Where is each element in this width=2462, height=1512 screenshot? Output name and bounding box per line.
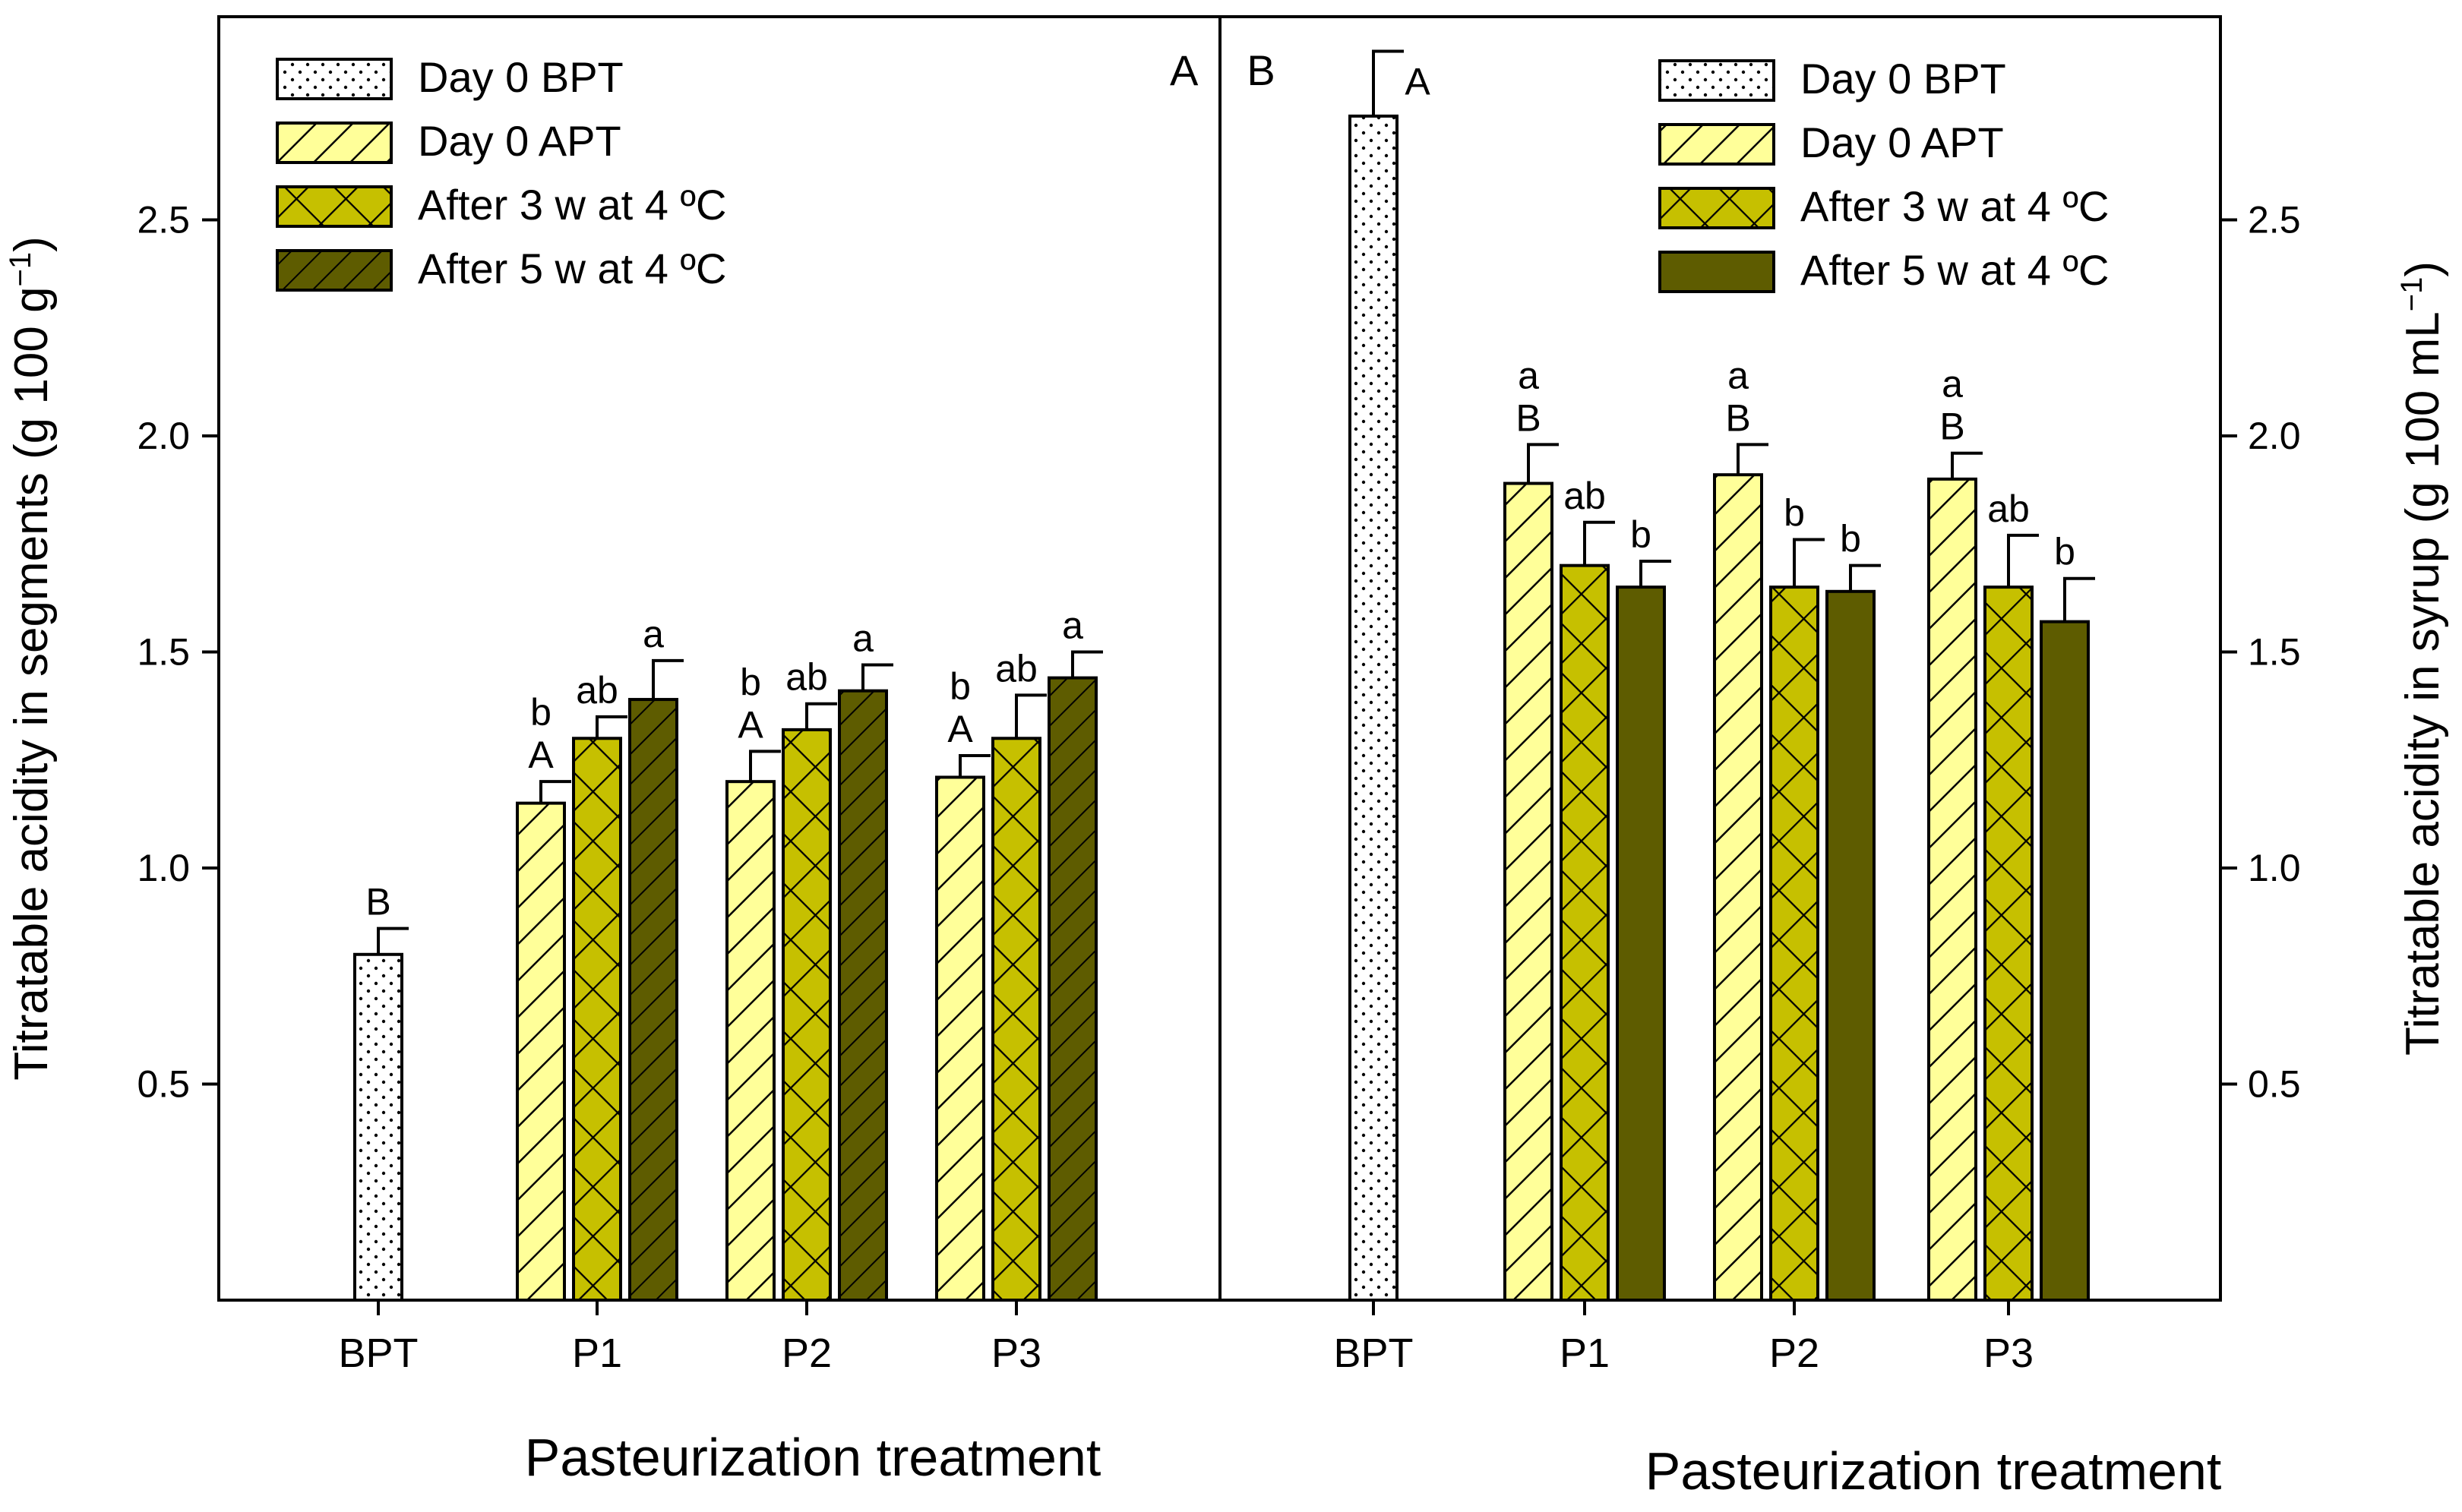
legend-swatch — [276, 185, 393, 228]
x-axis-title: Pasteurization treatment — [525, 1428, 1101, 1487]
significance-label: b — [1784, 492, 1805, 535]
bar — [353, 952, 403, 1302]
legend-entry: After 5 w at 4 ºC — [418, 245, 726, 292]
y-tick-label: 1.0 — [2248, 847, 2301, 889]
legend-entry: Day 0 APT — [1800, 118, 2004, 166]
x-tick-label: P1 — [1560, 1330, 1610, 1376]
significance-label: A — [1405, 60, 1430, 103]
significance-label: A — [738, 703, 763, 746]
x-tick-label: P3 — [991, 1330, 1041, 1376]
y-tick-label: 2.0 — [137, 415, 190, 457]
significance-label: ab — [785, 656, 828, 699]
y-tick-label: 1.5 — [2248, 630, 2301, 673]
x-tick-label: P2 — [782, 1330, 832, 1376]
bar — [1503, 481, 1553, 1302]
bar — [1348, 114, 1399, 1302]
significance-label: a — [1942, 363, 1963, 406]
legend-swatch — [1658, 123, 1775, 166]
panel-label: A — [1170, 46, 1199, 94]
y-tick-label: 2.5 — [137, 198, 190, 241]
y-tick-label: 1.0 — [137, 847, 190, 889]
significance-label: ab — [1987, 488, 2030, 530]
significance-label: b — [2054, 531, 2075, 573]
significance-label: B — [1725, 396, 1750, 439]
y-tick-label: 1.5 — [137, 630, 190, 673]
y-axis-title: Titratable acidity in syrup (g 100 mL−1) — [2395, 261, 2449, 1056]
bar — [1616, 586, 1666, 1302]
significance-label: A — [947, 708, 973, 750]
panel-b: 0.5 1.0 1.5 2.0 2.5 BPT P1 P2 P3 Pasteurization t… — [1218, 15, 2449, 1501]
significance-label: B — [365, 881, 390, 923]
x-tick-label: P2 — [1769, 1330, 1819, 1376]
legend-swatch — [1658, 59, 1775, 102]
x-tick-label: BPT — [1333, 1330, 1413, 1376]
panel-label: B — [1247, 46, 1275, 94]
significance-label: b — [1840, 518, 1861, 560]
bar — [782, 728, 832, 1302]
significance-label: b — [530, 691, 552, 734]
significance-label: a — [1518, 354, 1539, 396]
legend-swatch — [1658, 251, 1775, 293]
legend-entry: Day 0 APT — [418, 117, 621, 165]
x-tick-label: P3 — [1983, 1330, 2034, 1376]
significance-label: a — [1727, 354, 1749, 396]
bar — [572, 737, 622, 1302]
legend-swatch — [1658, 187, 1775, 229]
bar — [1713, 473, 1763, 1302]
legend-swatch — [276, 58, 393, 100]
legend-entry: After 3 w at 4 ºC — [1800, 182, 2109, 230]
legend-entry: After 5 w at 4 ºC — [1800, 246, 2109, 294]
x-tick-label: BPT — [338, 1330, 418, 1376]
x-tick-label: P1 — [572, 1330, 622, 1376]
significance-label: A — [528, 734, 554, 776]
significance-label: a — [852, 617, 874, 660]
significance-label: a — [1062, 604, 1083, 646]
legend-entry: After 3 w at 4 ºC — [418, 181, 726, 229]
bar — [516, 801, 566, 1302]
significance-label: ab — [1563, 475, 1606, 517]
legend-swatch — [276, 122, 393, 164]
bar — [1769, 586, 1819, 1302]
significance-label: ab — [576, 669, 618, 712]
bar — [725, 780, 776, 1302]
y-tick-label: 0.5 — [2248, 1062, 2301, 1105]
bar — [991, 737, 1041, 1302]
y-axis-title: Titratable acidity in segments (g 100 g−… — [4, 236, 58, 1081]
bar — [2040, 620, 2090, 1302]
x-axis-title: Pasteurization treatment — [1645, 1441, 2222, 1501]
legend-entry: Day 0 BPT — [418, 53, 624, 101]
legend-entry: Day 0 BPT — [1800, 55, 2006, 103]
bar — [628, 698, 678, 1302]
bar — [935, 775, 985, 1302]
bar — [1048, 676, 1098, 1302]
legend-swatch — [276, 249, 393, 292]
significance-label: b — [1630, 513, 1651, 556]
panel-a: 0.5 1.0 1.5 2.0 2.5 BPT P1 P2 P3 Pasteurization t… — [4, 15, 1222, 1487]
significance-label: B — [1939, 406, 1964, 448]
y-tick-label: 2.0 — [2248, 415, 2301, 457]
bar — [1560, 563, 1610, 1302]
significance-label: ab — [995, 647, 1038, 690]
bar — [1927, 477, 1977, 1302]
significance-label: a — [643, 613, 664, 655]
bar — [1825, 589, 1876, 1302]
significance-label: b — [740, 661, 761, 703]
bar — [1983, 586, 2034, 1302]
y-tick-label: 0.5 — [137, 1062, 190, 1105]
bar — [838, 689, 888, 1302]
significance-label: B — [1515, 396, 1541, 439]
y-tick-label: 2.5 — [2248, 198, 2301, 241]
significance-label: b — [950, 665, 971, 708]
